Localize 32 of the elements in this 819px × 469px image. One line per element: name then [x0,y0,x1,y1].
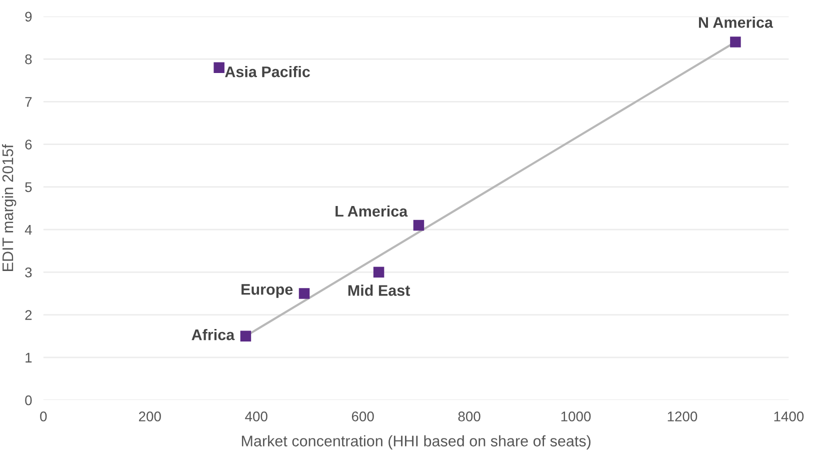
annotation: Asia Pacific [225,66,310,78]
x-tick-label: 1400 [774,412,804,422]
annotation: L America [336,205,408,217]
point [214,62,224,73]
y-tick-label: 2 [25,310,32,320]
y-tick-label: 4 [24,225,32,235]
x-tick-label: 1200 [668,412,698,422]
y-axis-title: EDIT margin 2015f [2,144,16,271]
point [240,330,252,342]
point [730,36,741,48]
annotation: Europe [242,284,293,298]
x-tick-label: 800 [458,412,480,422]
y-tick-label: 7 [25,97,32,107]
y-tick-label: 8 [25,54,32,64]
x-axis-title: Market concentration (HHI based on share of seats) [242,435,590,450]
y-tick-label: 1 [26,352,32,362]
point [298,288,310,299]
x-tick-label: 1000 [561,412,591,422]
point [413,220,424,231]
x-tick-label: 400 [245,412,268,422]
y-tick-label: 5 [25,182,32,192]
y-tick-label: 0 [25,395,32,406]
annotation: Africa [192,328,235,340]
y-tick-label: 9 [25,12,32,22]
x-tick-label: 0 [40,412,47,422]
y-tick-label: 6 [25,140,32,150]
x-tick-label: 200 [138,412,161,422]
point [373,266,384,278]
annotation: N America [698,16,774,28]
x-tick-label: 600 [352,412,374,422]
annotation: Mid East [348,284,410,296]
y-tick-label: 3 [25,268,32,278]
